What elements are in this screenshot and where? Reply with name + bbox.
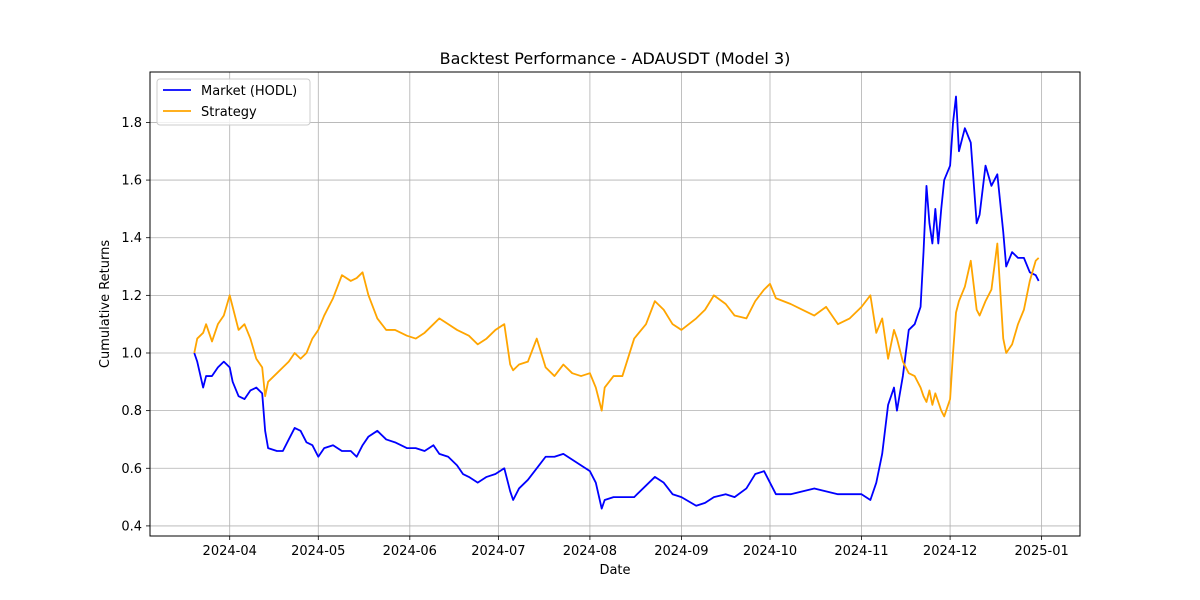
x-tick-label: 2024-10 — [743, 544, 797, 559]
y-tick-label: 0.8 — [121, 404, 142, 419]
y-tick-label: 1.8 — [121, 116, 142, 131]
legend-label-strategy: Strategy — [201, 105, 257, 120]
y-tick-label: 1.4 — [121, 231, 142, 246]
legend-label-market: Market (HODL) — [201, 84, 297, 99]
chart-title: Backtest Performance - ADAUSDT (Model 3) — [440, 49, 791, 68]
x-tick-label: 2024-06 — [383, 544, 437, 559]
x-tick-label: 2025-01 — [1014, 544, 1068, 559]
y-axis: 0.4 0.6 0.8 1.0 1.2 1.4 1.6 1.8 — [121, 116, 150, 534]
x-tick-label: 2024-08 — [563, 544, 617, 559]
legend: Market (HODL) Strategy — [156, 78, 311, 126]
x-tick-label: 2024-07 — [471, 544, 525, 559]
y-tick-label: 0.4 — [121, 519, 142, 534]
x-tick-label: 2024-12 — [923, 544, 977, 559]
plot-area — [193, 95, 1040, 510]
y-tick-label: 0.6 — [121, 462, 142, 477]
x-tick-label: 2024-04 — [203, 544, 257, 559]
y-tick-label: 1.2 — [121, 289, 142, 304]
x-tick-label: 2024-09 — [654, 544, 708, 559]
x-axis-title: Date — [599, 563, 630, 578]
y-tick-label: 1.0 — [121, 346, 142, 361]
series-line-0 — [193, 95, 1040, 510]
y-axis-title: Cumulative Returns — [98, 240, 113, 368]
grid — [150, 72, 1080, 536]
x-tick-label: 2024-05 — [291, 544, 345, 559]
x-axis: 2024-04 2024-05 2024-06 2024-07 2024-08 2024-… — [203, 536, 1069, 559]
y-tick-label: 1.6 — [121, 174, 142, 189]
x-tick-label: 2024-11 — [834, 544, 888, 559]
plot-frame — [149, 71, 1081, 537]
legend-box — [156, 78, 311, 126]
series-group — [193, 95, 1040, 510]
series-line-1 — [193, 242, 1040, 418]
